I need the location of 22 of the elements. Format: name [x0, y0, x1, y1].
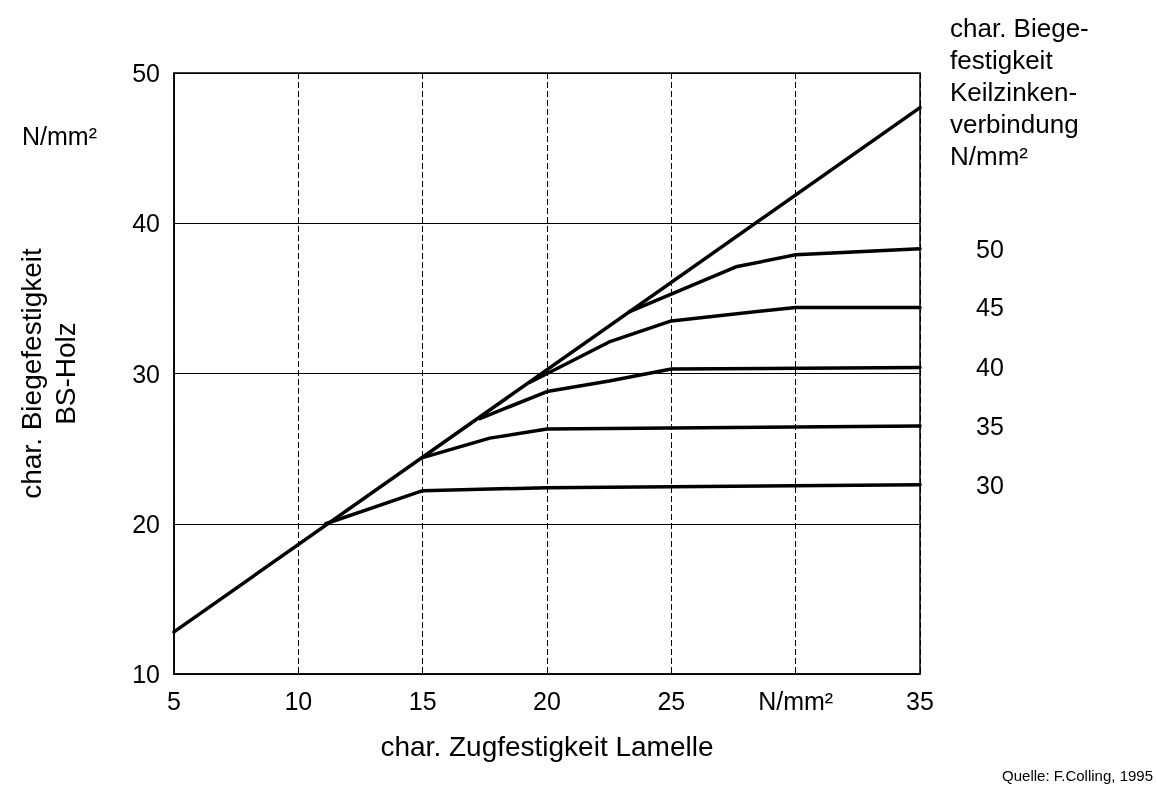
text: 40 [976, 353, 1004, 382]
y-tick-label: 20 [132, 509, 160, 538]
y-tick-label: 10 [132, 660, 160, 688]
text: 30 [976, 470, 1004, 499]
y-axis-title: char. Biegefestigkeit BS-Holz [15, 247, 81, 499]
x-tick-label: N/mm² [758, 686, 834, 715]
text: 35 [976, 412, 1004, 441]
legend-title: char. Biege- festigkeit Keilzinken- verbindung N/mm² [950, 13, 1089, 171]
source-note: Quelle: F.Colling, 1995 [1002, 767, 1154, 784]
text: 45 [976, 293, 1004, 322]
x-tick-label: 5 [167, 686, 181, 715]
y-tick-label: 30 [132, 359, 160, 388]
y-tick-label: 40 [132, 209, 160, 238]
y-tick-label: 50 [132, 59, 160, 87]
x-axis-title: char. Zugfestigkeit Lamelle [380, 730, 714, 762]
x-tick-label: 10 [284, 686, 313, 715]
text: N/mm² [22, 121, 97, 150]
x-tick-label: 15 [408, 686, 437, 715]
text: 50 [976, 234, 1004, 263]
x-tick-label: 35 [906, 686, 934, 715]
x-tick-label: 25 [657, 686, 686, 715]
x-tick-label: 20 [533, 686, 561, 715]
